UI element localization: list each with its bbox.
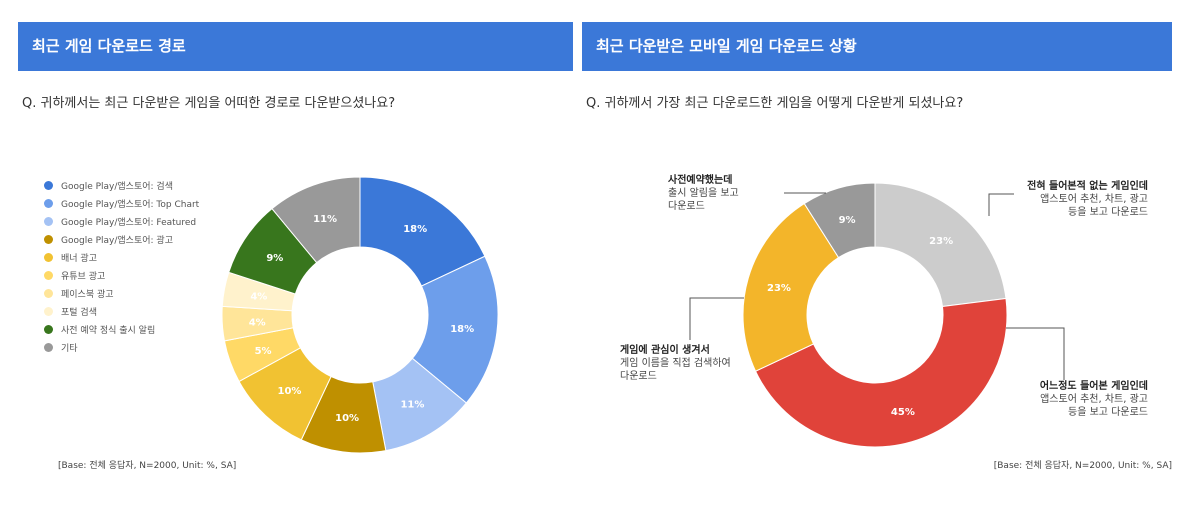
- left-panel-title: 최근 게임 다운로드 경로: [18, 22, 573, 71]
- right-question: Q. 귀하께서 가장 최근 다운로드한 게임을 어떻게 다운받게 되셨나요?: [586, 96, 964, 111]
- legend-swatch: [44, 288, 53, 298]
- annotation-preorder-line2: 다운로드: [668, 201, 705, 212]
- legend-label: Google Play/앱스토어: Top Chart: [61, 199, 200, 210]
- chart-legend: Google Play/앱스토어: 검색 Google Play/앱스토어: To…: [44, 176, 199, 356]
- legend-label: Google Play/앱스토어: 검색: [61, 181, 173, 192]
- leader-line-unknown-game: [988, 193, 1014, 216]
- situation-chart-label-0: 23%: [929, 236, 953, 247]
- legend-item: Google Play/앱스토어: 검색: [44, 176, 199, 194]
- path-chart-label-7: 4%: [250, 292, 267, 303]
- legend-swatch: [44, 270, 53, 280]
- annotation-interest-search-bold: 게임에 관심이 생겨서: [620, 345, 710, 356]
- donut-chart-download-situation: 23% 45% 23% 9%: [689, 182, 1065, 448]
- path-chart-label-1: 18%: [450, 324, 474, 335]
- legend-label: 기타: [61, 343, 78, 354]
- situation-chart-slice-2: [742, 202, 840, 372]
- annotation-known-game: 어느정도 들어본 게임인데 앱스토어 추천, 차트, 광고 등을 보고 다운로드: [1040, 380, 1148, 419]
- donut-chart-download-path: 18% 18% 11% 10% 10% 5% 4% 4% 9% 11%: [221, 176, 499, 454]
- right-base-note: [Base: 전체 응답자, N=2000, Unit: %, SA]: [993, 461, 1172, 471]
- legend-item: Google Play/앱스토어: Featured: [44, 212, 199, 230]
- path-chart-label-3: 10%: [335, 413, 359, 424]
- legend-item: 배너 광고: [44, 248, 199, 266]
- path-chart-label-2: 11%: [400, 400, 424, 411]
- situation-chart-slice-1: [754, 297, 1008, 448]
- legend-label: 사전 예약 정식 출시 알림: [61, 325, 156, 336]
- path-chart-label-8: 9%: [266, 253, 283, 264]
- right-panel-title: 최근 다운받은 모바일 게임 다운로드 상황: [582, 22, 1172, 71]
- legend-item: 기타: [44, 338, 199, 356]
- path-chart-label-4: 10%: [278, 386, 302, 397]
- legend-label: 포털 검색: [61, 307, 97, 318]
- annotation-known-game-line2: 등을 보고 다운로드: [1068, 407, 1148, 418]
- situation-chart-label-3: 9%: [839, 215, 856, 226]
- left-question: Q. 귀하께서는 최근 다운받은 게임을 어떠한 경로로 다운받으셨나요?: [22, 96, 396, 111]
- annotation-unknown-game-line2: 등을 보고 다운로드: [1068, 207, 1148, 218]
- legend-swatch: [44, 342, 53, 352]
- path-chart-label-9: 11%: [313, 214, 337, 225]
- path-chart-label-6: 4%: [249, 317, 266, 328]
- annotation-preorder: 사전예약했는데 출시 알림을 보고 다운로드: [668, 174, 739, 213]
- legend-swatch: [44, 324, 53, 334]
- legend-swatch: [44, 198, 53, 208]
- annotation-interest-search-line2: 다운로드: [620, 371, 657, 382]
- legend-label: Google Play/앱스토어: Featured: [61, 217, 197, 228]
- path-chart-label-5: 5%: [255, 346, 272, 357]
- annotation-unknown-game: 전혀 들어본적 없는 게임인데 앱스토어 추천, 차트, 광고 등을 보고 다운…: [1027, 180, 1148, 219]
- leader-line-known-game: [1006, 327, 1065, 380]
- annotation-preorder-bold: 사전예약했는데: [668, 175, 733, 186]
- legend-swatch: [44, 234, 53, 244]
- legend-swatch: [44, 252, 53, 262]
- legend-label: 배너 광고: [61, 253, 97, 264]
- legend-item: 사전 예약 정식 출시 알림: [44, 320, 199, 338]
- legend-item: Google Play/앱스토어: 광고: [44, 230, 199, 248]
- right-panel: 최근 다운받은 모바일 게임 다운로드 상황: [582, 22, 1172, 71]
- legend-label: 페이스북 광고: [61, 289, 114, 300]
- situation-chart-slice-0: [874, 182, 1007, 308]
- leader-line-interest-search: [689, 297, 744, 340]
- left-base-note: [Base: 전체 응답자, N=2000, Unit: %, SA]: [58, 461, 237, 471]
- annotation-known-game-line1: 앱스토어 추천, 차트, 광고: [1040, 394, 1148, 405]
- legend-swatch: [44, 180, 53, 190]
- annotation-known-game-bold: 어느정도 들어본 게임인데: [1039, 381, 1148, 392]
- left-panel: 최근 게임 다운로드 경로: [18, 22, 573, 71]
- legend-item: 페이스북 광고: [44, 284, 199, 302]
- path-chart-slice-9: [271, 176, 361, 264]
- annotation-unknown-game-bold: 전혀 들어본적 없는 게임인데: [1027, 181, 1148, 192]
- legend-label: 유튜브 광고: [61, 271, 106, 282]
- legend-item: 유튜브 광고: [44, 266, 199, 284]
- annotation-interest-search: 게임에 관심이 생겨서 게임 이름을 직접 검색하여 다운로드: [620, 344, 731, 383]
- situation-chart-label-2: 23%: [767, 283, 791, 294]
- situation-chart-slice-3: [803, 182, 876, 259]
- annotation-preorder-line1: 출시 알림을 보고: [668, 188, 739, 199]
- legend-item: 포털 검색: [44, 302, 199, 320]
- path-chart-label-0: 18%: [403, 224, 427, 235]
- legend-label: Google Play/앱스토어: 광고: [61, 235, 173, 246]
- situation-chart-label-1: 45%: [891, 407, 915, 418]
- annotation-unknown-game-line1: 앱스토어 추천, 차트, 광고: [1040, 194, 1148, 205]
- legend-item: Google Play/앱스토어: Top Chart: [44, 194, 199, 212]
- legend-swatch: [44, 306, 53, 316]
- annotation-interest-search-line1: 게임 이름을 직접 검색하여: [620, 358, 731, 369]
- legend-swatch: [44, 216, 53, 226]
